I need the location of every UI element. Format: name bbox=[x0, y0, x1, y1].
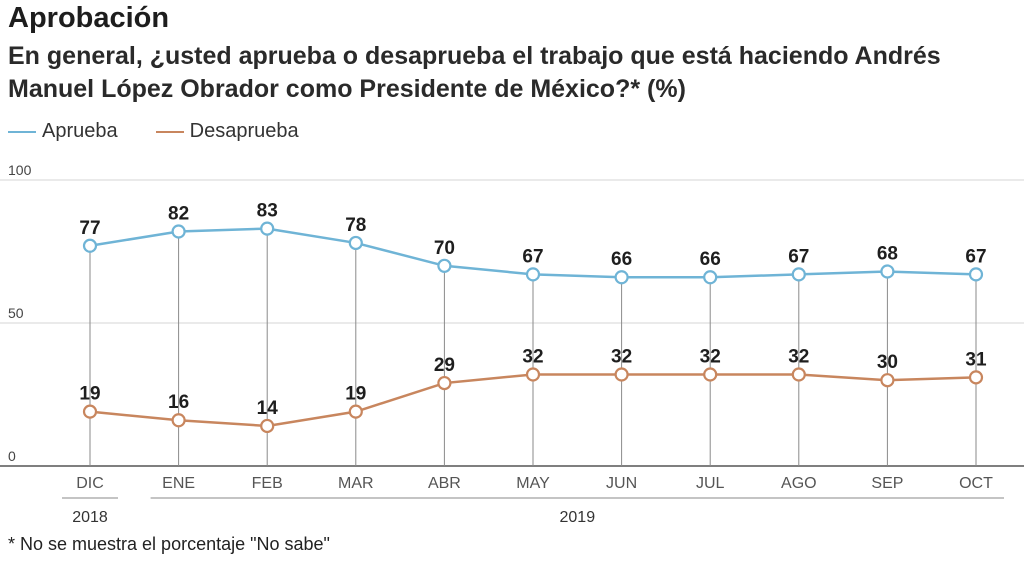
data-label-desaprueba-jul: 32 bbox=[700, 346, 721, 367]
data-point-desaprueba-jul bbox=[703, 367, 718, 382]
chart-title: Aprobación bbox=[8, 2, 170, 34]
legend-item-desaprueba: Desaprueba bbox=[155, 120, 299, 143]
data-label-aprueba-mar: 78 bbox=[345, 215, 366, 236]
y-tick-label-0: 0 bbox=[8, 448, 16, 464]
x-tick-label-abr: ABR bbox=[428, 475, 461, 492]
data-point-aprueba-mar bbox=[348, 235, 363, 251]
data-label-desaprueba-sep: 30 bbox=[877, 352, 898, 373]
y-tick-label-50: 50 bbox=[8, 305, 24, 321]
x-tick-label-oct: OCT bbox=[959, 475, 993, 492]
data-point-desaprueba-dic bbox=[82, 404, 98, 419]
data-label-desaprueba-abr: 29 bbox=[434, 355, 455, 376]
data-label-aprueba-sep: 68 bbox=[877, 244, 898, 265]
data-point-aprueba-jun bbox=[614, 270, 629, 285]
x-tick-label-mar: MAR bbox=[338, 475, 374, 492]
data-point-aprueba-ago bbox=[791, 267, 806, 282]
x-tick-label-sep: SEP bbox=[871, 475, 903, 492]
data-label-desaprueba-dic: 19 bbox=[79, 384, 100, 405]
x-tick-label-jun: JUN bbox=[606, 475, 637, 492]
data-label-desaprueba-jun: 32 bbox=[611, 346, 632, 367]
legend: Aprueba Desaprueba bbox=[8, 120, 337, 143]
data-label-aprueba-ago: 67 bbox=[788, 246, 809, 267]
data-label-aprueba-jun: 66 bbox=[611, 249, 632, 270]
data-point-desaprueba-jun bbox=[614, 367, 629, 382]
data-point-desaprueba-mar bbox=[348, 404, 363, 419]
data-label-desaprueba-may: 32 bbox=[522, 346, 543, 367]
data-label-aprueba-jul: 66 bbox=[700, 249, 721, 270]
data-label-aprueba-oct: 67 bbox=[965, 246, 986, 267]
data-label-desaprueba-ago: 32 bbox=[788, 346, 809, 367]
legend-swatch-desaprueba bbox=[155, 130, 184, 133]
legend-item-aprueba: Aprueba bbox=[8, 120, 118, 143]
data-label-desaprueba-feb: 14 bbox=[257, 398, 279, 419]
data-point-aprueba-dic bbox=[82, 238, 98, 253]
legend-label-desaprueba: Desaprueba bbox=[189, 120, 299, 142]
data-point-aprueba-sep bbox=[880, 264, 895, 279]
data-label-aprueba-ene: 82 bbox=[168, 203, 189, 224]
data-point-desaprueba-oct bbox=[968, 370, 984, 385]
data-point-desaprueba-sep bbox=[880, 373, 895, 388]
year-label-2018: 2018 bbox=[72, 509, 108, 526]
data-point-desaprueba-ago bbox=[791, 367, 806, 382]
y-tick-label-100: 100 bbox=[8, 162, 32, 178]
data-label-desaprueba-ene: 16 bbox=[168, 392, 189, 413]
x-tick-label-jul: JUL bbox=[696, 475, 725, 492]
legend-label-aprueba: Aprueba bbox=[42, 120, 118, 142]
data-point-aprueba-abr bbox=[437, 258, 452, 273]
data-point-aprueba-jul bbox=[703, 270, 718, 285]
data-label-desaprueba-mar: 19 bbox=[345, 384, 366, 405]
data-point-desaprueba-ene bbox=[171, 413, 186, 428]
chart-subtitle: En general, ¿usted aprueba o desaprueba … bbox=[8, 42, 941, 103]
x-tick-label-ene: ENE bbox=[162, 475, 195, 492]
data-label-aprueba-feb: 83 bbox=[257, 201, 278, 222]
footnote: * No se muestra el porcentaje "No sabe" bbox=[8, 534, 330, 554]
year-label-2019: 2019 bbox=[560, 509, 596, 526]
data-point-desaprueba-feb bbox=[260, 418, 275, 434]
data-label-desaprueba-oct: 31 bbox=[965, 349, 987, 370]
x-tick-label-feb: FEB bbox=[252, 475, 283, 492]
data-point-aprueba-oct bbox=[968, 267, 984, 282]
data-point-aprueba-ene bbox=[171, 224, 186, 239]
data-label-aprueba-may: 67 bbox=[522, 246, 543, 267]
data-label-aprueba-abr: 70 bbox=[434, 238, 455, 259]
data-point-desaprueba-abr bbox=[437, 375, 452, 391]
legend-swatch-aprueba bbox=[8, 130, 36, 133]
x-tick-label-ago: AGO bbox=[781, 475, 817, 492]
data-point-aprueba-feb bbox=[260, 221, 275, 236]
data-point-aprueba-may bbox=[525, 267, 541, 282]
data-point-desaprueba-may bbox=[525, 367, 541, 382]
data-label-aprueba-dic: 77 bbox=[79, 218, 100, 239]
x-tick-label-dic: DIC bbox=[76, 475, 104, 492]
x-tick-label-may: MAY bbox=[516, 475, 550, 492]
